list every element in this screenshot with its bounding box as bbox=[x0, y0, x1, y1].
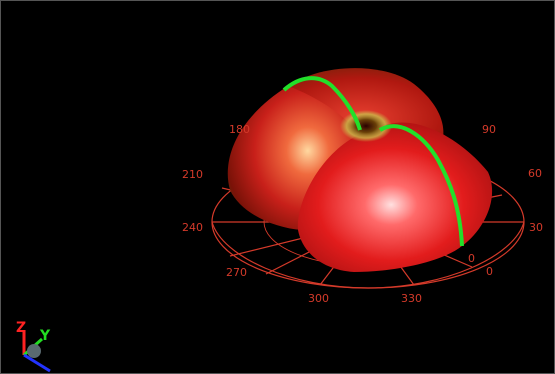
z-axis-label: Z bbox=[16, 320, 26, 336]
x-axis-line bbox=[23, 353, 51, 373]
pattern-right-lobe bbox=[297, 122, 493, 273]
azimuth-label-90: 90 bbox=[482, 123, 496, 136]
azimuth-label-180: 180 bbox=[229, 123, 250, 136]
triad-origin bbox=[27, 344, 41, 358]
azimuth-label-210: 210 bbox=[182, 168, 203, 181]
azimuth-label-30: 30 bbox=[529, 221, 543, 234]
azimuth-label-270: 270 bbox=[226, 266, 247, 279]
azimuth-label-300: 300 bbox=[308, 292, 329, 305]
azimuth-label-0: 0 bbox=[486, 265, 493, 278]
pattern-cut-line-left bbox=[282, 76, 362, 131]
radiation-pattern-3d[interactable] bbox=[227, 68, 493, 273]
pattern-null-dimple bbox=[340, 110, 392, 142]
azimuth-label-330: 330 bbox=[401, 292, 422, 305]
azimuth-label-240: 240 bbox=[182, 221, 203, 234]
azimuth-label-0-inner: 0 bbox=[468, 252, 475, 265]
azimuth-labels: 0 30 60 90 180 210 240 270 300 330 0 bbox=[182, 123, 543, 305]
azimuth-label-60: 60 bbox=[528, 167, 542, 180]
y-axis-label: Y bbox=[39, 328, 51, 344]
azimuth-dial-front bbox=[211, 221, 525, 289]
pattern-cut-line-right bbox=[378, 124, 464, 247]
axis-triad[interactable]: Z Y bbox=[16, 320, 51, 373]
